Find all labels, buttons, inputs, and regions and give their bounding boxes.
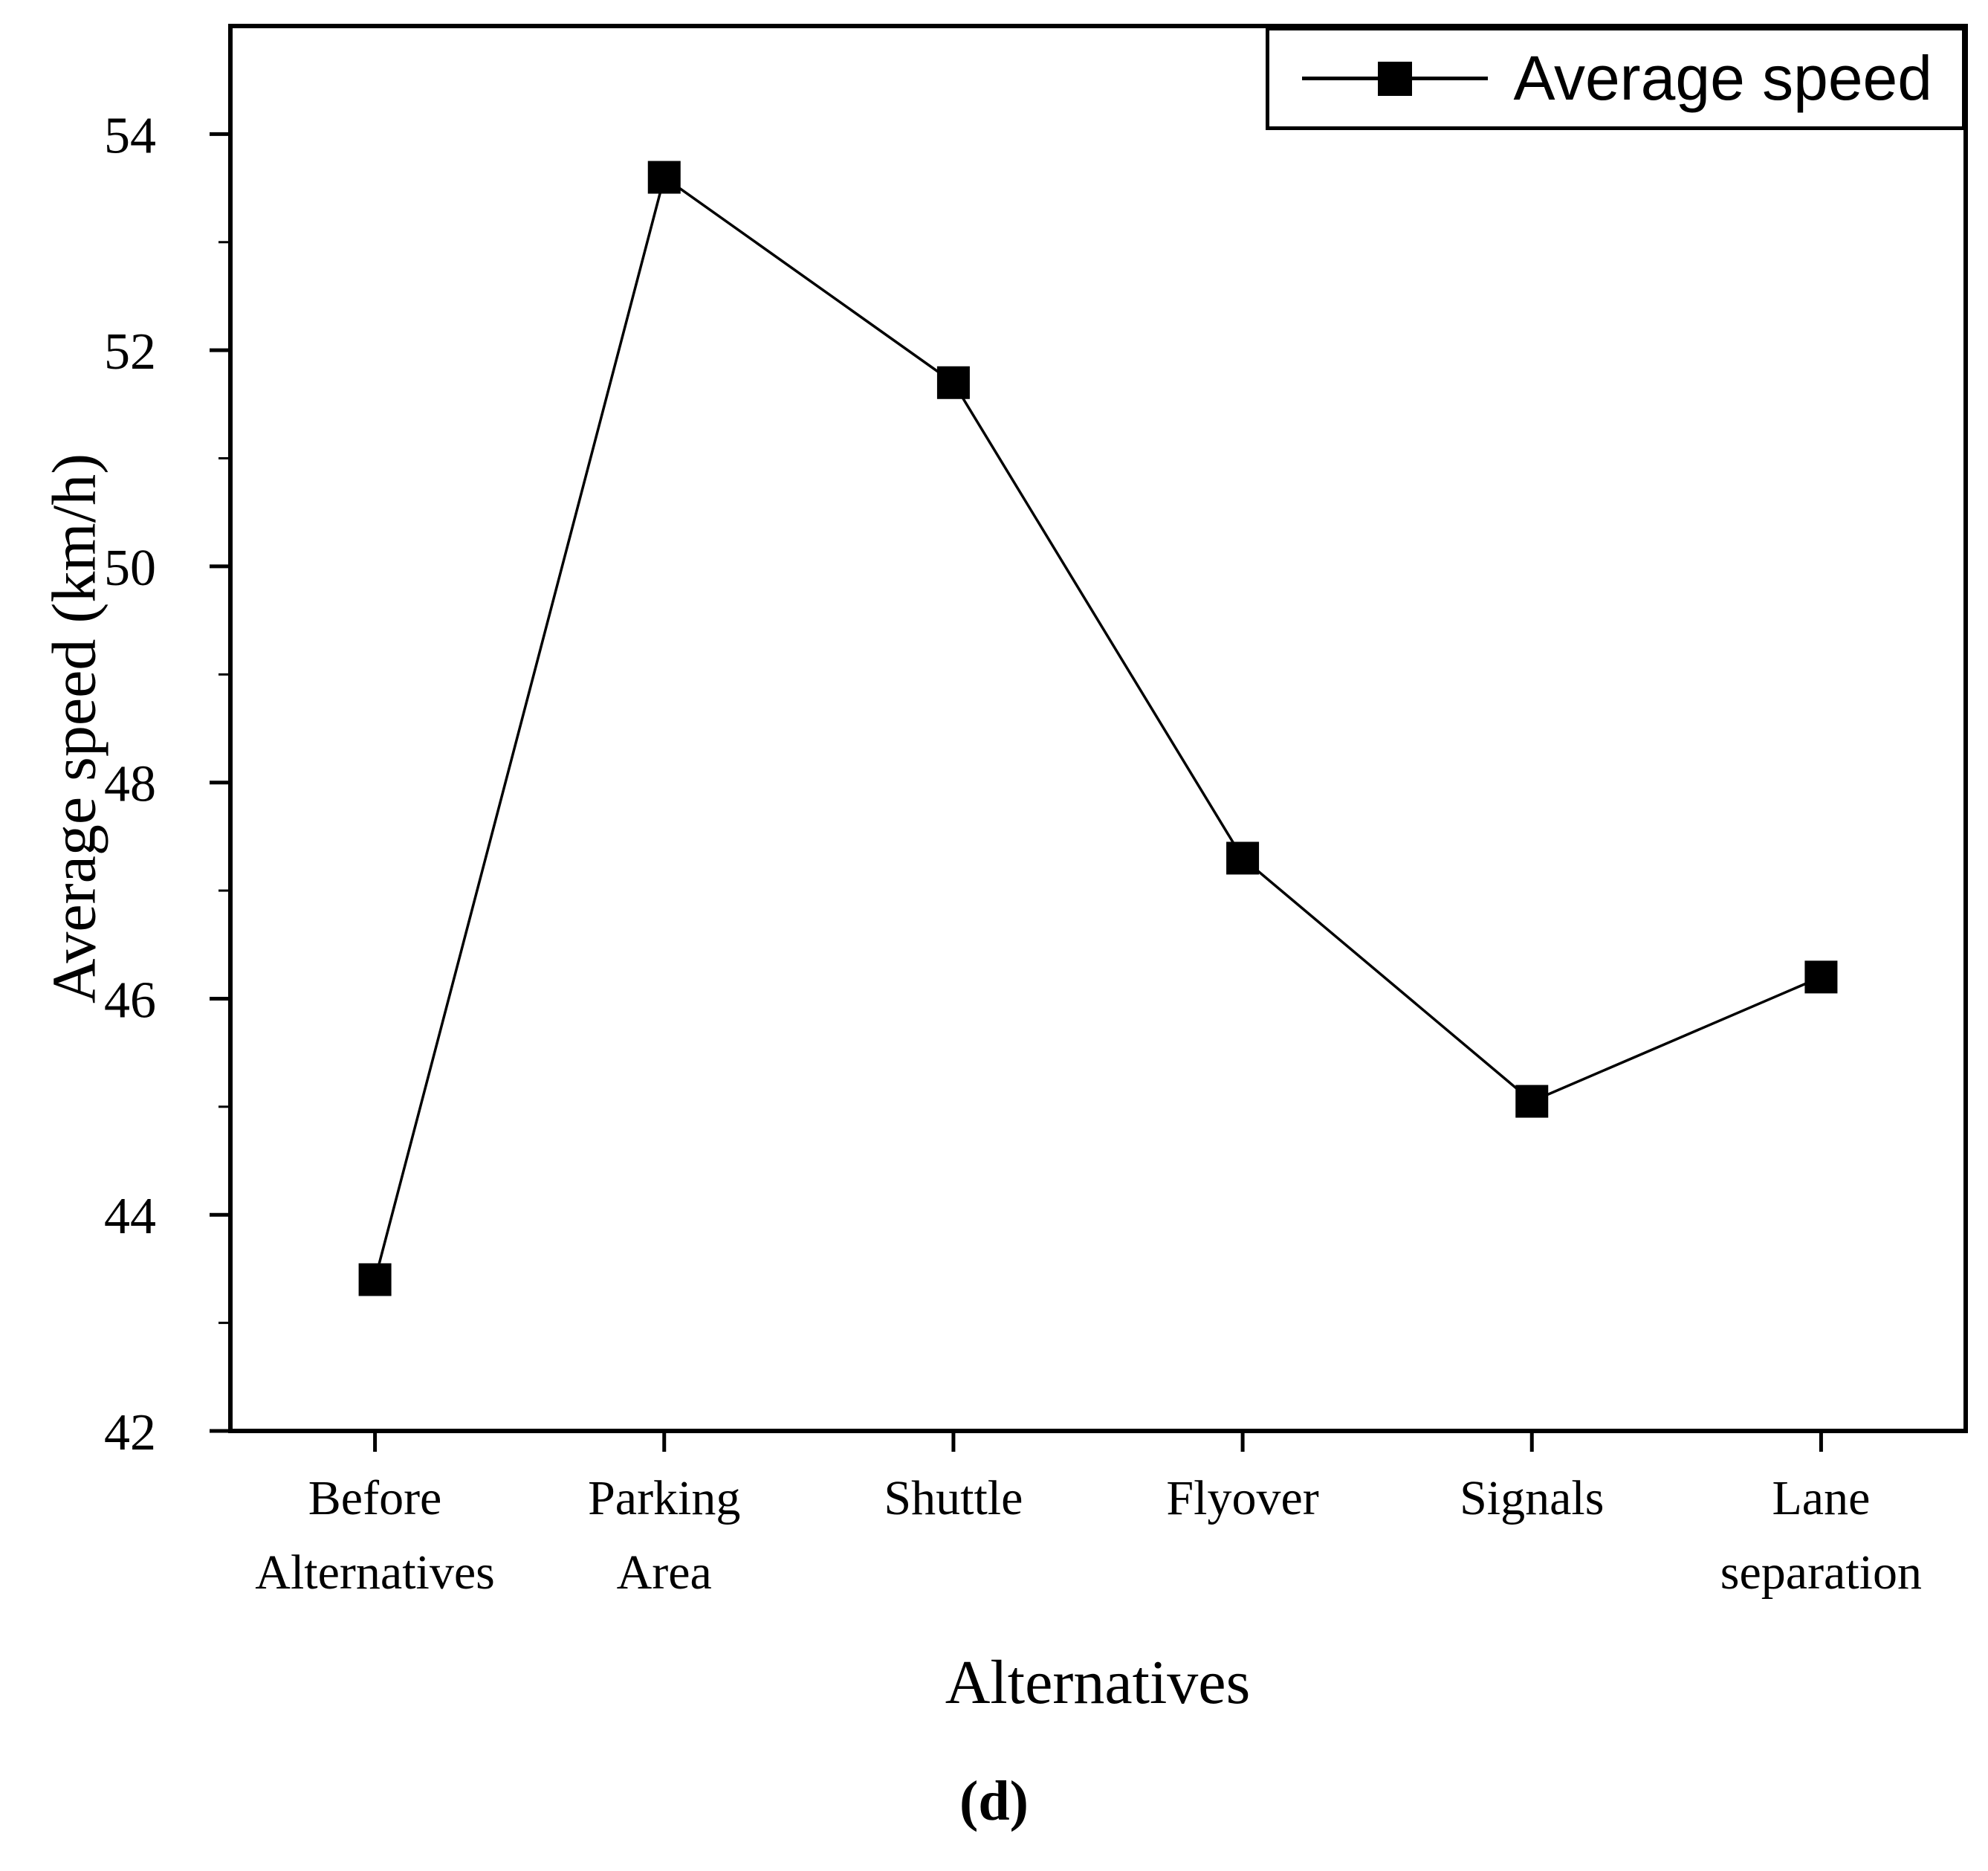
y-axis-title: Average speed (km/h) — [39, 453, 109, 1004]
x-tick-label: separation — [1720, 1545, 1922, 1600]
x-tick-label: Alternatives — [255, 1545, 495, 1600]
data-point-marker — [1804, 960, 1838, 994]
y-tick-label: 44 — [104, 1188, 156, 1245]
x-tick-label: Parking — [588, 1471, 740, 1525]
series-line — [373, 175, 1822, 1280]
legend-box: Average speed — [1266, 27, 1966, 130]
y-tick-label: 42 — [104, 1404, 156, 1461]
x-tick-label: Lane — [1772, 1471, 1870, 1525]
data-point-marker — [358, 1263, 392, 1296]
x-tick-label: Before — [308, 1471, 442, 1525]
y-tick-label: 52 — [104, 323, 156, 381]
y-tick-label: 48 — [104, 756, 156, 813]
subfigure-caption: (d) — [959, 1770, 1029, 1832]
x-tick-label: Signals — [1460, 1471, 1604, 1525]
data-point-marker — [1226, 841, 1260, 875]
plot-border — [228, 24, 1968, 1433]
y-tick-label: 54 — [104, 107, 156, 164]
y-tick-label: 50 — [104, 540, 156, 597]
data-point-marker — [647, 161, 681, 194]
data-point-marker — [936, 366, 970, 399]
data-point-marker — [1515, 1085, 1549, 1118]
y-tick-label: 46 — [104, 972, 156, 1029]
legend-label: Average speed — [1513, 43, 1932, 113]
x-axis-title: Alternatives — [945, 1648, 1251, 1717]
legend-line-marker-icon — [1302, 60, 1489, 97]
x-tick-label: Area — [617, 1545, 712, 1600]
x-tick-label: Shuttle — [884, 1471, 1023, 1525]
x-tick-label: Flyover — [1166, 1471, 1318, 1525]
